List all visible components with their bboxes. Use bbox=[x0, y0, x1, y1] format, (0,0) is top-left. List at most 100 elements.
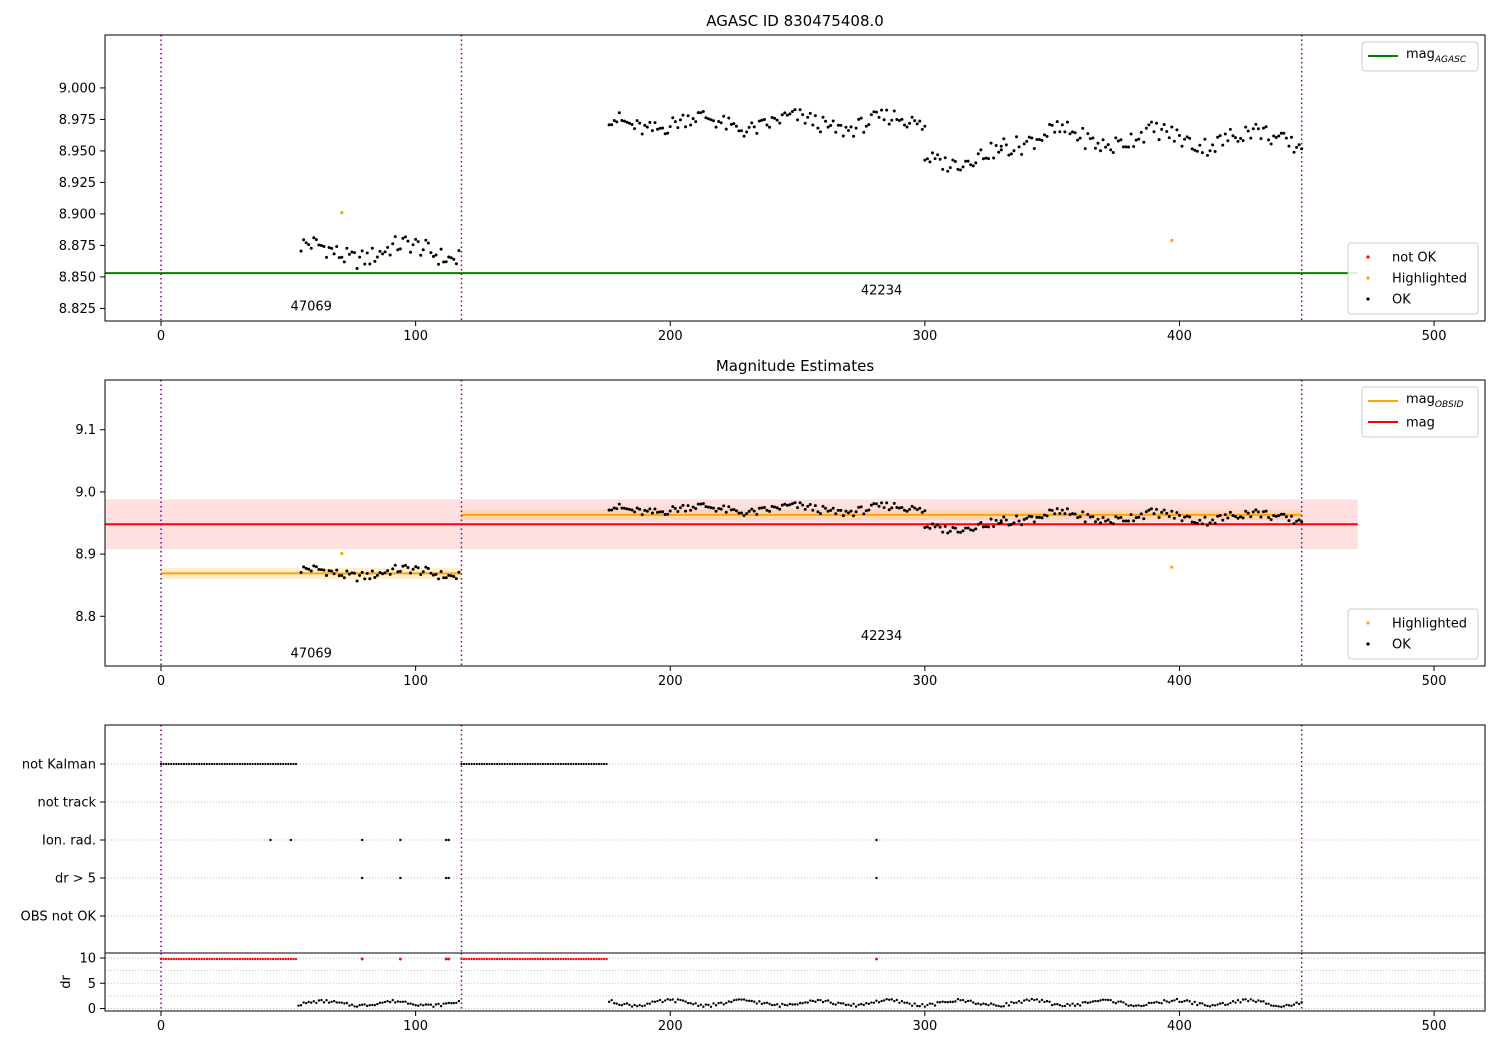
dr-point bbox=[618, 1003, 621, 1007]
y-tick-label: 9.1 bbox=[75, 423, 96, 438]
dr-point bbox=[307, 1000, 310, 1004]
data-point-ok bbox=[1289, 514, 1293, 518]
data-point-ok bbox=[439, 247, 443, 251]
legend-label: Highlighted bbox=[1392, 617, 1467, 632]
dr-point bbox=[388, 1000, 392, 1004]
data-point-ok bbox=[409, 571, 413, 575]
data-point-ok bbox=[948, 166, 952, 170]
data-point-ok bbox=[834, 130, 838, 134]
data-point-ok bbox=[849, 509, 853, 513]
flag-point bbox=[875, 838, 878, 842]
flag-point bbox=[269, 838, 272, 842]
data-point-ok bbox=[722, 504, 726, 508]
dr-point bbox=[1099, 999, 1102, 1002]
data-point-ok bbox=[852, 514, 856, 518]
flag-point bbox=[513, 762, 517, 766]
data-point-ok bbox=[1279, 512, 1283, 516]
dr-point bbox=[1178, 1000, 1181, 1004]
data-point-ok bbox=[429, 571, 433, 575]
data-point-ok bbox=[1211, 143, 1215, 147]
data-point-ok bbox=[801, 503, 805, 507]
dr-point bbox=[763, 1001, 766, 1005]
legend-box bbox=[1361, 41, 1479, 72]
data-point-ok bbox=[1284, 136, 1288, 140]
data-point-ok bbox=[1246, 129, 1250, 133]
chart-title: Magnitude Estimates bbox=[716, 357, 874, 375]
data-point-ok bbox=[1198, 518, 1202, 522]
data-point-ok bbox=[829, 508, 833, 512]
dr-point bbox=[691, 1003, 695, 1006]
data-point-ok bbox=[946, 531, 950, 535]
data-point-ok bbox=[1241, 139, 1245, 143]
data-point-ok bbox=[1134, 516, 1138, 520]
x-tick-label: 500 bbox=[1422, 674, 1447, 689]
data-point-ok bbox=[1155, 121, 1159, 125]
data-point-ok bbox=[1267, 138, 1271, 142]
data-point-ok bbox=[1127, 519, 1131, 523]
flag-point bbox=[185, 762, 188, 766]
data-point-ok bbox=[1282, 131, 1286, 135]
data-point-ok bbox=[923, 124, 927, 128]
data-point-ok bbox=[1231, 514, 1235, 518]
data-point-ok bbox=[1009, 522, 1013, 526]
data-point-ok bbox=[691, 505, 695, 509]
dr-point bbox=[908, 1002, 911, 1005]
dr-capped-point bbox=[292, 957, 295, 961]
dr-capped-point bbox=[264, 957, 267, 961]
data-point-ok bbox=[1078, 136, 1082, 140]
dr-point bbox=[717, 1001, 720, 1005]
dr-point bbox=[730, 1000, 733, 1004]
data-point-ok bbox=[1053, 130, 1057, 134]
dr-capped-point bbox=[177, 957, 181, 961]
dr-capped-point bbox=[241, 957, 244, 961]
dr-capped-point bbox=[294, 957, 298, 961]
data-point-ok bbox=[818, 130, 822, 134]
dr-point bbox=[1038, 1000, 1041, 1003]
dr-point bbox=[1297, 1002, 1301, 1006]
data-point-ok bbox=[1149, 120, 1153, 124]
data-point-ok bbox=[449, 574, 453, 578]
flag-point bbox=[524, 762, 527, 766]
dr-capped-point bbox=[226, 957, 229, 961]
data-point-ok bbox=[938, 157, 942, 161]
flag-point bbox=[289, 762, 292, 766]
dr-capped-point bbox=[590, 957, 593, 961]
dr-point bbox=[824, 999, 827, 1003]
data-point-ok bbox=[416, 240, 420, 244]
dr-point bbox=[325, 999, 328, 1002]
dr-point bbox=[643, 1004, 646, 1007]
dr-capped-point bbox=[602, 957, 606, 961]
data-point-ok bbox=[388, 253, 392, 257]
dr-capped-point bbox=[159, 957, 163, 961]
legend-dot-swatch bbox=[1366, 642, 1370, 646]
data-point-ok bbox=[1239, 515, 1243, 519]
dr-point bbox=[297, 1004, 300, 1007]
data-point-ok bbox=[1101, 516, 1105, 520]
data-point-ok bbox=[933, 525, 937, 529]
dr-point bbox=[424, 1003, 428, 1006]
data-point-ok bbox=[841, 134, 845, 138]
data-point-ok bbox=[1279, 131, 1283, 135]
dr-capped-point bbox=[531, 957, 534, 961]
dr-point bbox=[984, 1003, 988, 1006]
data-point-ok bbox=[1200, 522, 1204, 526]
data-point-ok bbox=[640, 132, 644, 136]
dr-point bbox=[434, 1003, 438, 1006]
dr-point bbox=[1142, 1004, 1146, 1007]
data-point-ok bbox=[368, 577, 372, 581]
flag-point bbox=[170, 762, 173, 766]
dr-point bbox=[946, 1001, 949, 1004]
data-point-ok bbox=[414, 237, 418, 241]
flag-point bbox=[602, 762, 606, 766]
dr-point bbox=[638, 1004, 641, 1007]
data-point-ok bbox=[673, 507, 677, 511]
data-point-ok bbox=[1037, 137, 1041, 141]
data-point-ok bbox=[426, 241, 430, 245]
dr-point bbox=[862, 1003, 865, 1007]
dr-point bbox=[903, 1001, 906, 1004]
dr-point bbox=[819, 998, 822, 1002]
dr-point bbox=[394, 1001, 397, 1004]
data-point-ok bbox=[1132, 519, 1136, 523]
data-point-ok bbox=[1068, 132, 1072, 136]
dr-capped-point bbox=[205, 957, 209, 961]
